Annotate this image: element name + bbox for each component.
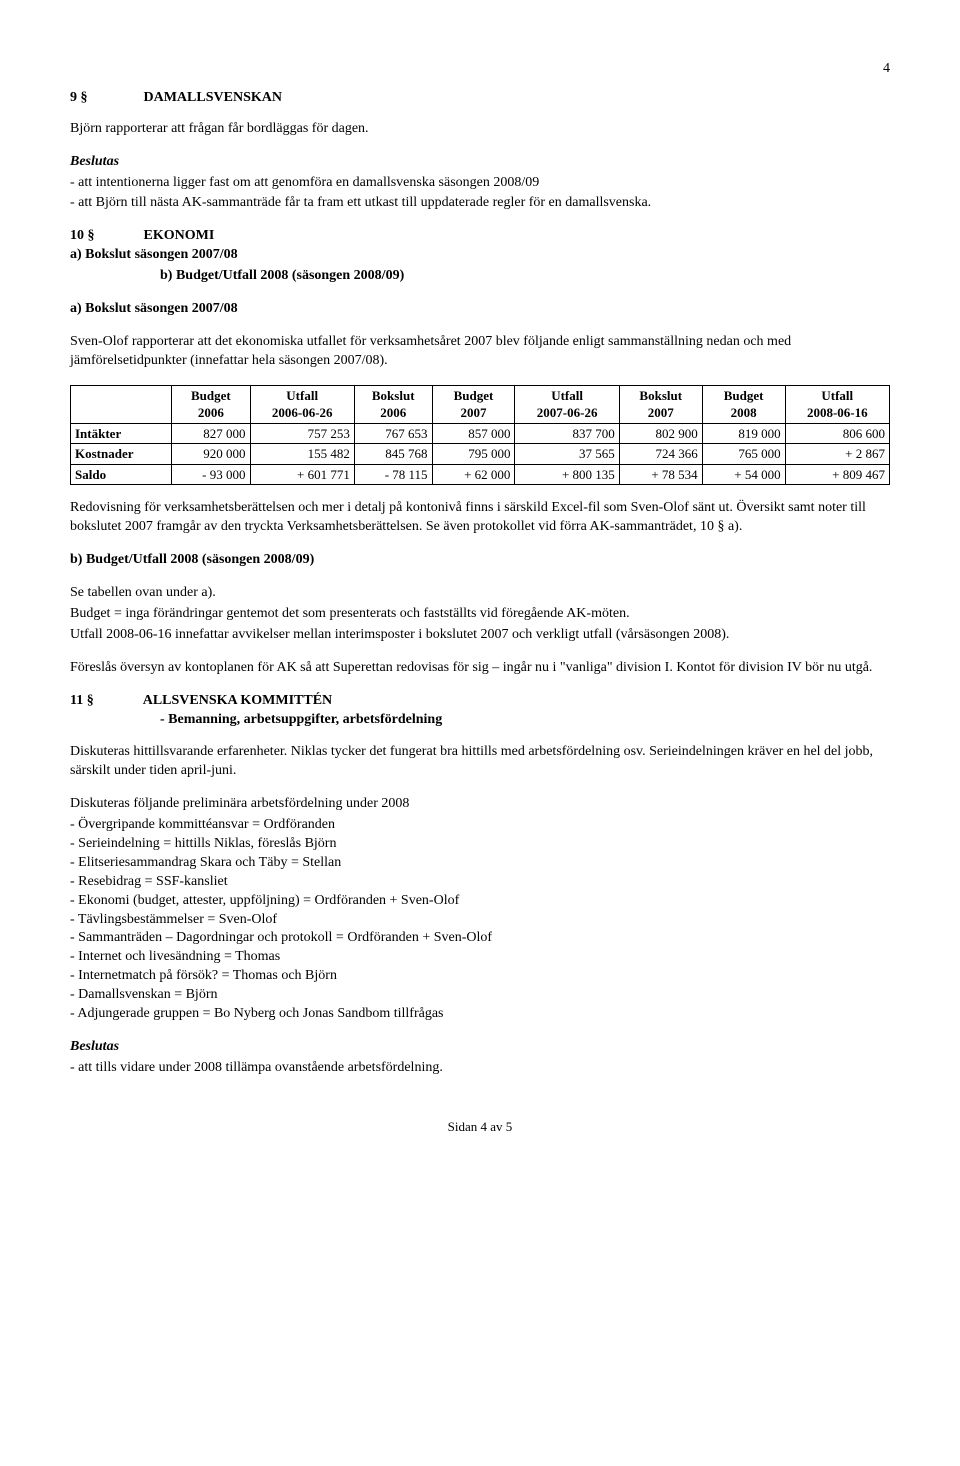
cell: + 2 867 bbox=[785, 444, 889, 465]
list-item: - Serieindelning = hittills Niklas, före… bbox=[70, 835, 890, 854]
s9-body-line: Björn rapporterar att frågan får bordläg… bbox=[70, 120, 890, 139]
row-label: Saldo bbox=[71, 464, 172, 485]
page-footer: Sidan 4 av 5 bbox=[70, 1118, 890, 1136]
cell: 724 366 bbox=[619, 444, 702, 465]
s10-b-heading: b) Budget/Utfall 2008 (säsongen 2008/09) bbox=[70, 551, 890, 570]
list-item: - Damallsvenskan = Björn bbox=[70, 986, 890, 1005]
section-10-heading: 10 § EKONOMI bbox=[70, 227, 890, 246]
s11-p2-intro: Diskuteras följande preliminära arbetsfö… bbox=[70, 795, 890, 814]
cell: 806 600 bbox=[785, 423, 889, 444]
s11-beslutas-item: - att tills vidare under 2008 tillämpa o… bbox=[70, 1059, 890, 1078]
cell: 827 000 bbox=[172, 423, 250, 444]
list-item: - Adjungerade gruppen = Bo Nyberg och Jo… bbox=[70, 1005, 890, 1024]
section-11-title: ALLSVENSKA KOMMITTÉN bbox=[143, 693, 332, 708]
section-9-num: 9 § bbox=[70, 89, 140, 108]
th: Bokslut2006 bbox=[354, 385, 432, 423]
s10-b-line: Budget = inga förändringar gentemot det … bbox=[70, 605, 890, 624]
s11-beslutas: Beslutas - att tills vidare under 2008 t… bbox=[70, 1038, 890, 1078]
th: Utfall2007-06-26 bbox=[515, 385, 619, 423]
th: Budget2007 bbox=[432, 385, 515, 423]
cell: 37 565 bbox=[515, 444, 619, 465]
th-empty bbox=[71, 385, 172, 423]
section-10-title: EKONOMI bbox=[144, 228, 215, 243]
cell: + 54 000 bbox=[702, 464, 785, 485]
cell: 837 700 bbox=[515, 423, 619, 444]
th: Bokslut2007 bbox=[619, 385, 702, 423]
financial-table: Budget2006 Utfall2006-06-26 Bokslut2006 … bbox=[70, 385, 890, 486]
table-row: Kostnader920 000155 482845 768795 00037 … bbox=[71, 444, 890, 465]
s10-after-table: Redovisning för verksamhetsberättelsen o… bbox=[70, 499, 890, 537]
cell: + 78 534 bbox=[619, 464, 702, 485]
page-number: 4 bbox=[70, 60, 890, 79]
table-row: Saldo- 93 000+ 601 771- 78 115+ 62 000+ … bbox=[71, 464, 890, 485]
list-item: - Internetmatch på försök? = Thomas och … bbox=[70, 967, 890, 986]
s10-b-line: Föreslås översyn av kontoplanen för AK s… bbox=[70, 659, 890, 678]
section-11-sub: - Bemanning, arbetsuppgifter, arbetsförd… bbox=[160, 711, 890, 730]
cell: - 93 000 bbox=[172, 464, 250, 485]
list-item: - Tävlingsbestämmelser = Sven-Olof bbox=[70, 911, 890, 930]
s11-beslutas-label: Beslutas bbox=[70, 1038, 890, 1057]
row-label: Kostnader bbox=[71, 444, 172, 465]
th: Budget2008 bbox=[702, 385, 785, 423]
s10-b-line: Utfall 2008-06-16 innefattar avvikelser … bbox=[70, 626, 890, 645]
cell: + 62 000 bbox=[432, 464, 515, 485]
list-item: - Ekonomi (budget, attester, uppföljning… bbox=[70, 892, 890, 911]
list-item: - Övergripande kommittéansvar = Ordföran… bbox=[70, 816, 890, 835]
cell: 802 900 bbox=[619, 423, 702, 444]
section-10-sub-b: b) Budget/Utfall 2008 (säsongen 2008/09) bbox=[160, 267, 890, 286]
cell: - 78 115 bbox=[354, 464, 432, 485]
section-9-title: DAMALLSVENSKAN bbox=[144, 90, 282, 105]
list-item: - Sammanträden – Dagordningar och protok… bbox=[70, 929, 890, 948]
table-row: Intäkter827 000757 253767 653857 000837 … bbox=[71, 423, 890, 444]
section-11-num: 11 § bbox=[70, 692, 140, 711]
cell: + 601 771 bbox=[250, 464, 354, 485]
cell: 795 000 bbox=[432, 444, 515, 465]
cell: 765 000 bbox=[702, 444, 785, 465]
cell: + 800 135 bbox=[515, 464, 619, 485]
th: Utfall2008-06-16 bbox=[785, 385, 889, 423]
cell: 920 000 bbox=[172, 444, 250, 465]
list-item: - Internet och livesändning = Thomas bbox=[70, 948, 890, 967]
section-10-num: 10 § bbox=[70, 227, 140, 246]
s9-beslutas: Beslutas - att intentionerna ligger fast… bbox=[70, 153, 890, 214]
th: Budget2006 bbox=[172, 385, 250, 423]
section-10-sub-a: a) Bokslut säsongen 2007/08 bbox=[70, 246, 890, 265]
th: Utfall2006-06-26 bbox=[250, 385, 354, 423]
list-item: - Resebidrag = SSF-kansliet bbox=[70, 873, 890, 892]
s9-beslutas-label: Beslutas bbox=[70, 153, 890, 172]
s10-a-heading: a) Bokslut säsongen 2007/08 bbox=[70, 300, 890, 319]
s10-a-para: Sven-Olof rapporterar att det ekonomiska… bbox=[70, 333, 890, 371]
cell: 757 253 bbox=[250, 423, 354, 444]
section-9-heading: 9 § DAMALLSVENSKAN bbox=[70, 89, 890, 108]
s11-p1: Diskuteras hittillsvarande erfarenheter.… bbox=[70, 743, 890, 781]
s9-beslutas-item: - att Björn till nästa AK-sammanträde få… bbox=[70, 194, 890, 213]
table-header-row: Budget2006 Utfall2006-06-26 Bokslut2006 … bbox=[71, 385, 890, 423]
list-item: - Elitseriesammandrag Skara och Täby = S… bbox=[70, 854, 890, 873]
cell: 819 000 bbox=[702, 423, 785, 444]
cell: 845 768 bbox=[354, 444, 432, 465]
cell: 767 653 bbox=[354, 423, 432, 444]
section-11-heading: 11 § ALLSVENSKA KOMMITTÉN bbox=[70, 692, 890, 711]
s10-b-line: Se tabellen ovan under a). bbox=[70, 584, 890, 603]
s9-beslutas-item: - att intentionerna ligger fast om att g… bbox=[70, 174, 890, 193]
cell: 155 482 bbox=[250, 444, 354, 465]
cell: + 809 467 bbox=[785, 464, 889, 485]
row-label: Intäkter bbox=[71, 423, 172, 444]
cell: 857 000 bbox=[432, 423, 515, 444]
